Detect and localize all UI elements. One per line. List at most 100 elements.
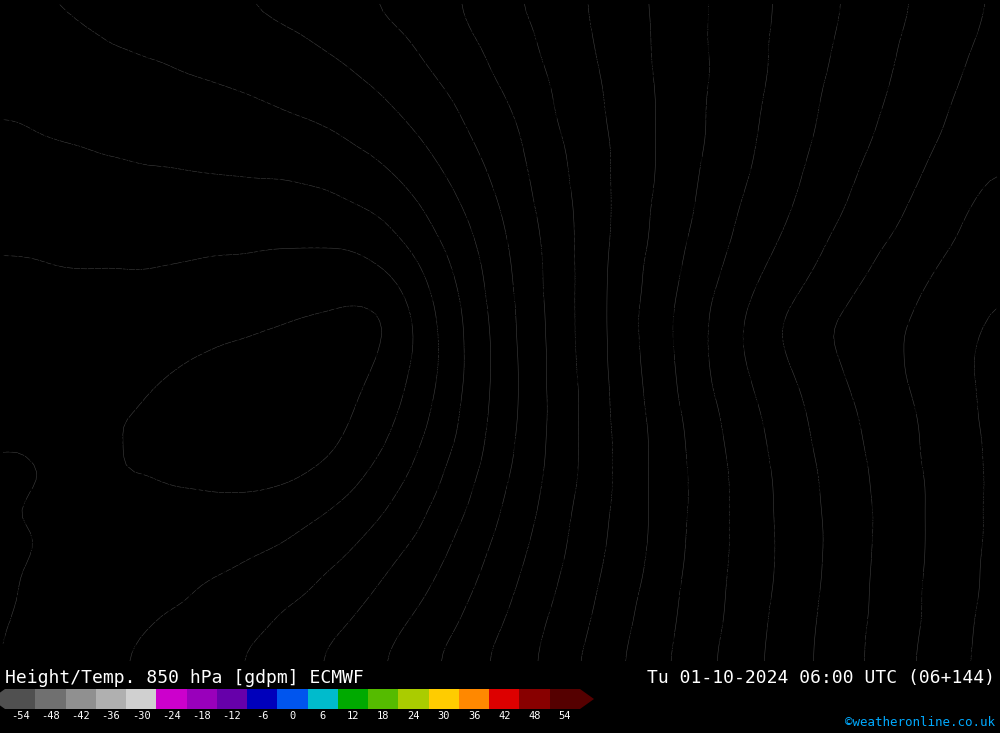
Text: 7: 7 xyxy=(898,203,903,213)
Text: 8: 8 xyxy=(429,128,433,137)
Text: 8: 8 xyxy=(539,83,544,92)
Text: 8: 8 xyxy=(298,377,302,386)
Text: 3: 3 xyxy=(367,596,371,605)
Text: 9: 9 xyxy=(574,452,578,462)
Text: 2: 2 xyxy=(684,589,689,597)
Text: 4: 4 xyxy=(159,573,164,583)
Text: 4: 4 xyxy=(222,75,226,84)
Text: 1: 1 xyxy=(14,498,19,507)
Text: 7: 7 xyxy=(180,188,185,197)
Text: 1: 1 xyxy=(581,211,585,220)
Text: 0: 0 xyxy=(380,45,385,54)
Text: 0: 0 xyxy=(581,438,585,446)
Text: 7: 7 xyxy=(422,377,426,386)
Text: 2: 2 xyxy=(339,287,344,295)
Text: 7: 7 xyxy=(560,415,564,424)
Text: 5: 5 xyxy=(394,136,399,144)
Text: 1: 1 xyxy=(912,438,916,446)
Text: 3: 3 xyxy=(484,83,489,92)
Text: 5: 5 xyxy=(491,83,495,92)
Text: 0: 0 xyxy=(553,45,558,54)
Text: 2: 2 xyxy=(511,475,516,485)
Text: 4: 4 xyxy=(518,166,523,174)
Text: 5: 5 xyxy=(829,279,834,288)
Text: 4: 4 xyxy=(387,589,392,597)
Text: 2: 2 xyxy=(394,188,399,197)
Text: 3: 3 xyxy=(698,369,702,378)
Text: 5: 5 xyxy=(629,97,633,107)
Text: 7: 7 xyxy=(422,294,426,303)
Text: 3: 3 xyxy=(608,339,613,348)
Text: 3: 3 xyxy=(808,415,813,424)
Text: 2: 2 xyxy=(912,392,916,401)
Text: 2: 2 xyxy=(574,634,578,643)
Text: 9: 9 xyxy=(263,626,268,636)
Text: 0: 0 xyxy=(788,460,792,469)
Text: 9: 9 xyxy=(546,106,551,114)
Text: 2: 2 xyxy=(836,181,841,190)
Text: 6: 6 xyxy=(898,143,903,152)
Text: 4: 4 xyxy=(187,294,192,303)
Text: 9: 9 xyxy=(677,7,682,16)
Text: 9: 9 xyxy=(194,422,199,432)
Text: 3: 3 xyxy=(318,498,323,507)
Text: 3: 3 xyxy=(946,294,951,303)
Text: 5: 5 xyxy=(967,581,972,590)
Text: 9: 9 xyxy=(663,452,668,462)
Text: 3: 3 xyxy=(498,158,502,167)
Text: 2: 2 xyxy=(933,513,937,522)
Text: 4: 4 xyxy=(84,611,88,620)
Text: 2: 2 xyxy=(97,355,102,364)
Text: 9: 9 xyxy=(539,604,544,613)
Text: 6: 6 xyxy=(788,45,792,54)
Text: 4: 4 xyxy=(919,22,923,31)
Text: 0: 0 xyxy=(180,438,185,446)
Text: 7: 7 xyxy=(194,619,199,627)
Text: 6: 6 xyxy=(325,520,330,529)
Text: 8: 8 xyxy=(442,566,447,575)
Text: 5: 5 xyxy=(249,37,254,46)
Text: 8: 8 xyxy=(815,7,820,16)
Text: 0: 0 xyxy=(442,626,447,636)
Text: 2: 2 xyxy=(436,452,440,462)
Text: 2: 2 xyxy=(21,355,26,364)
Text: 6: 6 xyxy=(70,218,74,227)
Text: 6: 6 xyxy=(995,279,999,288)
Text: 6: 6 xyxy=(228,241,233,250)
Text: 2: 2 xyxy=(691,520,696,529)
Text: 6: 6 xyxy=(629,362,633,371)
Text: 0: 0 xyxy=(97,399,102,409)
Text: 1: 1 xyxy=(332,422,337,432)
Text: 5: 5 xyxy=(732,468,737,476)
Text: 3: 3 xyxy=(525,468,530,476)
Text: 6: 6 xyxy=(967,37,972,46)
Text: 8: 8 xyxy=(470,203,475,213)
Text: 8: 8 xyxy=(360,211,364,220)
Text: 2: 2 xyxy=(298,483,302,492)
Text: 5: 5 xyxy=(373,452,378,462)
Text: 2: 2 xyxy=(926,589,930,597)
Text: 7: 7 xyxy=(615,641,620,650)
Text: 0: 0 xyxy=(753,317,758,325)
Text: 1: 1 xyxy=(470,589,475,597)
Text: 7: 7 xyxy=(553,317,558,325)
Text: 3: 3 xyxy=(42,332,47,341)
Text: 2: 2 xyxy=(104,60,109,69)
Text: 3: 3 xyxy=(822,483,827,492)
Text: 8: 8 xyxy=(463,188,468,197)
Text: 1: 1 xyxy=(298,468,302,476)
Text: 0: 0 xyxy=(367,317,371,325)
Text: 8: 8 xyxy=(781,188,785,197)
Text: 3: 3 xyxy=(194,301,199,311)
Text: 9: 9 xyxy=(373,37,378,46)
Text: 7: 7 xyxy=(857,626,861,636)
Text: 7: 7 xyxy=(1,158,5,167)
Text: 6: 6 xyxy=(891,203,896,213)
Text: 7: 7 xyxy=(553,279,558,288)
Text: 2: 2 xyxy=(63,422,67,432)
Text: 2: 2 xyxy=(394,309,399,318)
Text: 9: 9 xyxy=(208,166,212,174)
Text: 8: 8 xyxy=(981,30,986,39)
Text: 2: 2 xyxy=(449,279,454,288)
Text: 7: 7 xyxy=(553,513,558,522)
